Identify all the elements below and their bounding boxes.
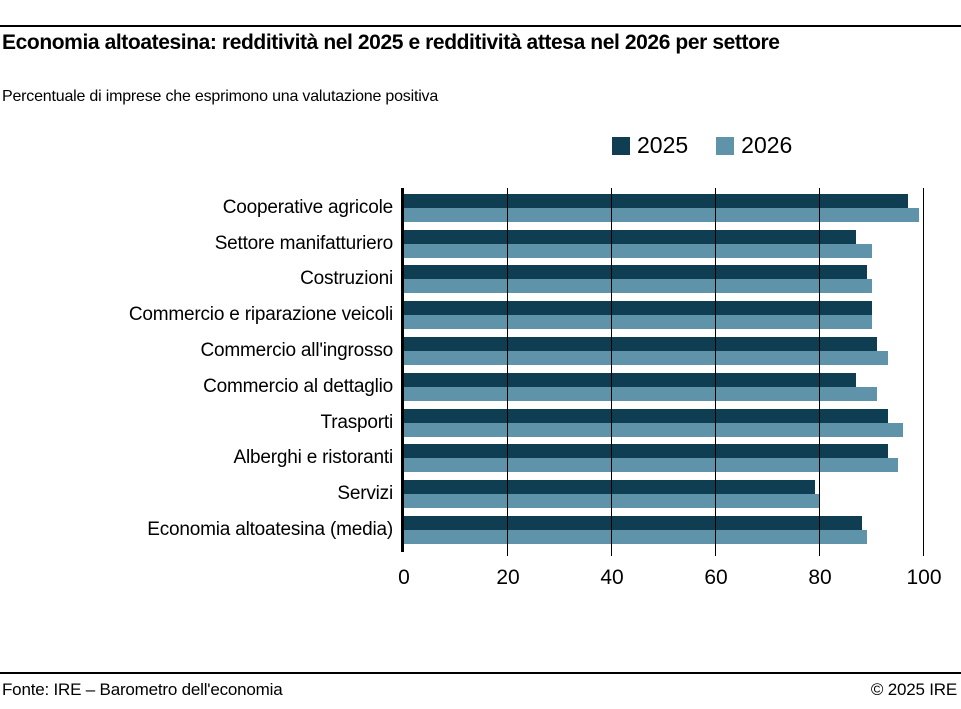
x-tick-label-100: 100 [906, 566, 942, 589]
bar-2025 [404, 444, 888, 459]
legend: 2025 2026 [612, 134, 792, 157]
bar-2026 [404, 422, 904, 437]
footer-copyright: © 2025 IRE [870, 680, 957, 699]
category-label: Costruzioni [300, 268, 393, 290]
category-label: Alberghi e ristoranti [233, 447, 394, 469]
chart-row: Trasporti [0, 405, 924, 441]
bar-2025 [404, 229, 857, 244]
bar-pair [404, 369, 924, 405]
bar-2026 [404, 530, 867, 545]
chart-row: Costruzioni [0, 262, 924, 298]
bar-2026 [404, 243, 872, 258]
bar-2025 [404, 480, 815, 495]
bar-2025 [404, 408, 888, 423]
bar-2026 [404, 458, 898, 473]
bar-2025 [404, 516, 862, 531]
bar-pair [404, 333, 924, 369]
bar-2026 [404, 494, 820, 509]
bar-chart: Cooperative agricole Settore manifatturie… [0, 188, 942, 589]
top-rule [0, 25, 961, 27]
x-tick-label-60: 60 [704, 566, 728, 589]
x-tick-label-0: 0 [398, 566, 410, 589]
legend-label-2025: 2025 [637, 132, 689, 158]
category-label: Servizi [337, 483, 393, 505]
bar-2025 [404, 337, 878, 352]
page-subtitle: Percentuale di imprese che esprimono una… [2, 88, 439, 105]
bar-pair [404, 405, 924, 441]
bar-pair [404, 297, 924, 333]
chart-row: Alberghi e ristoranti [0, 441, 924, 477]
chart-row: Cooperative agricole [0, 190, 924, 226]
category-label: Commercio e riparazione veicoli [128, 304, 393, 326]
page-title: Economia altoatesina: redditività nel 20… [2, 31, 780, 54]
legend-label-2026: 2026 [741, 132, 793, 158]
x-axis-ticks: 0 20 40 60 80 100 [398, 566, 941, 592]
x-tick-label-40: 40 [600, 566, 624, 589]
category-label: Trasporti [320, 411, 394, 433]
x-tick-label-20: 20 [496, 566, 520, 589]
x-tick-label-80: 80 [808, 566, 832, 589]
legend-swatch-2026 [716, 136, 735, 155]
bar-pair [404, 476, 924, 512]
bar-2026 [404, 351, 888, 366]
legend-swatch-2025 [612, 136, 630, 155]
chart-row: Settore manifatturiero [0, 226, 924, 262]
category-label: Commercio all'ingrosso [200, 340, 394, 362]
chart-rows: Cooperative agricole Settore manifatturie… [0, 190, 924, 548]
bar-2025 [404, 193, 909, 208]
bar-pair [404, 512, 924, 548]
category-label: Commercio al dettaglio [203, 375, 393, 397]
chart-row: Servizi [0, 476, 924, 512]
bar-2025 [404, 372, 857, 387]
chart-row: Commercio all'ingrosso [0, 333, 924, 369]
bar-2025 [404, 265, 867, 280]
category-label: Settore manifatturiero [214, 232, 394, 254]
bar-2025 [404, 301, 872, 316]
footer-source: Fonte: IRE – Barometro dell'economia [2, 680, 283, 699]
legend-item-2025: 2025 [612, 134, 688, 157]
bar-pair [404, 441, 924, 477]
bar-2026 [404, 315, 872, 330]
footer-rule [0, 672, 961, 674]
chart-row: Economia altoatesina (media) [0, 512, 924, 548]
bar-2026 [404, 207, 919, 222]
category-label: Cooperative agricole [222, 196, 393, 218]
category-label: Economia altoatesina (media) [147, 519, 393, 541]
bar-pair [404, 190, 924, 226]
bar-pair [404, 226, 924, 262]
bar-2026 [404, 386, 878, 401]
legend-item-2026: 2026 [716, 134, 792, 157]
chart-row: Commercio al dettaglio [0, 369, 924, 405]
bar-2026 [404, 279, 872, 294]
bar-pair [404, 262, 924, 298]
chart-row: Commercio e riparazione veicoli [0, 297, 924, 333]
